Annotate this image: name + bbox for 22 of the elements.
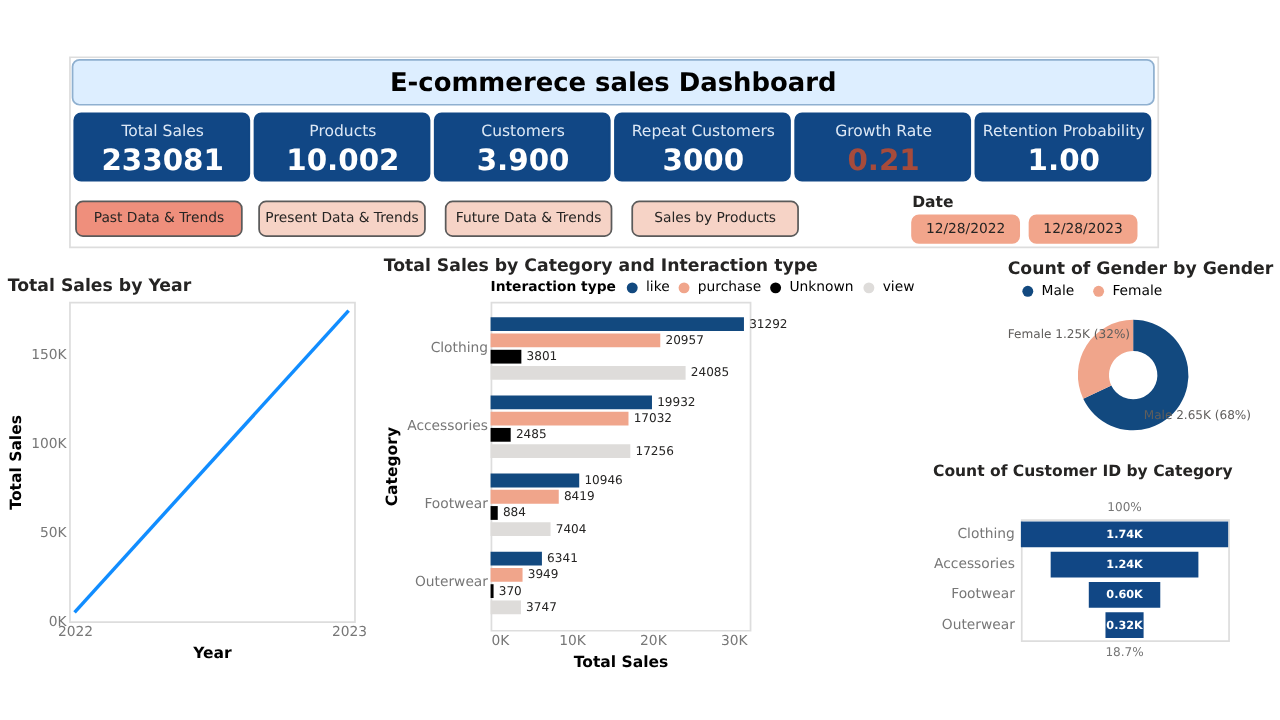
text: 3.900	[476, 144, 570, 179]
text: 0.21	[847, 144, 920, 179]
text: Repeat Customers	[631, 121, 775, 140]
x-axis-title: Total Sales	[573, 653, 670, 672]
y-axis-title: Total Sales	[6, 414, 25, 510]
chart-title: Count of Gender by Gender	[1007, 260, 1275, 281]
text: Growth Rate	[835, 121, 933, 140]
text: Count of Customer ID by Category	[933, 462, 1233, 481]
text: 3000	[662, 144, 745, 179]
text: E-commerece sales Dashboard	[389, 68, 837, 99]
y-axis-title: Category	[382, 426, 401, 507]
chart-title: Total Sales by Year	[7, 277, 193, 298]
text: Products	[309, 121, 377, 140]
text: Retention Probability	[982, 121, 1146, 140]
text: 10.002	[286, 144, 400, 179]
x-axis-title: Year	[191, 644, 233, 663]
chart-title: Total Sales by Category and Interaction type	[383, 256, 818, 277]
text: Customers	[481, 121, 565, 140]
text: 233081	[101, 144, 224, 179]
text: Date	[912, 192, 954, 211]
text: 1.00	[1027, 144, 1100, 179]
text: Total Sales	[119, 121, 204, 140]
